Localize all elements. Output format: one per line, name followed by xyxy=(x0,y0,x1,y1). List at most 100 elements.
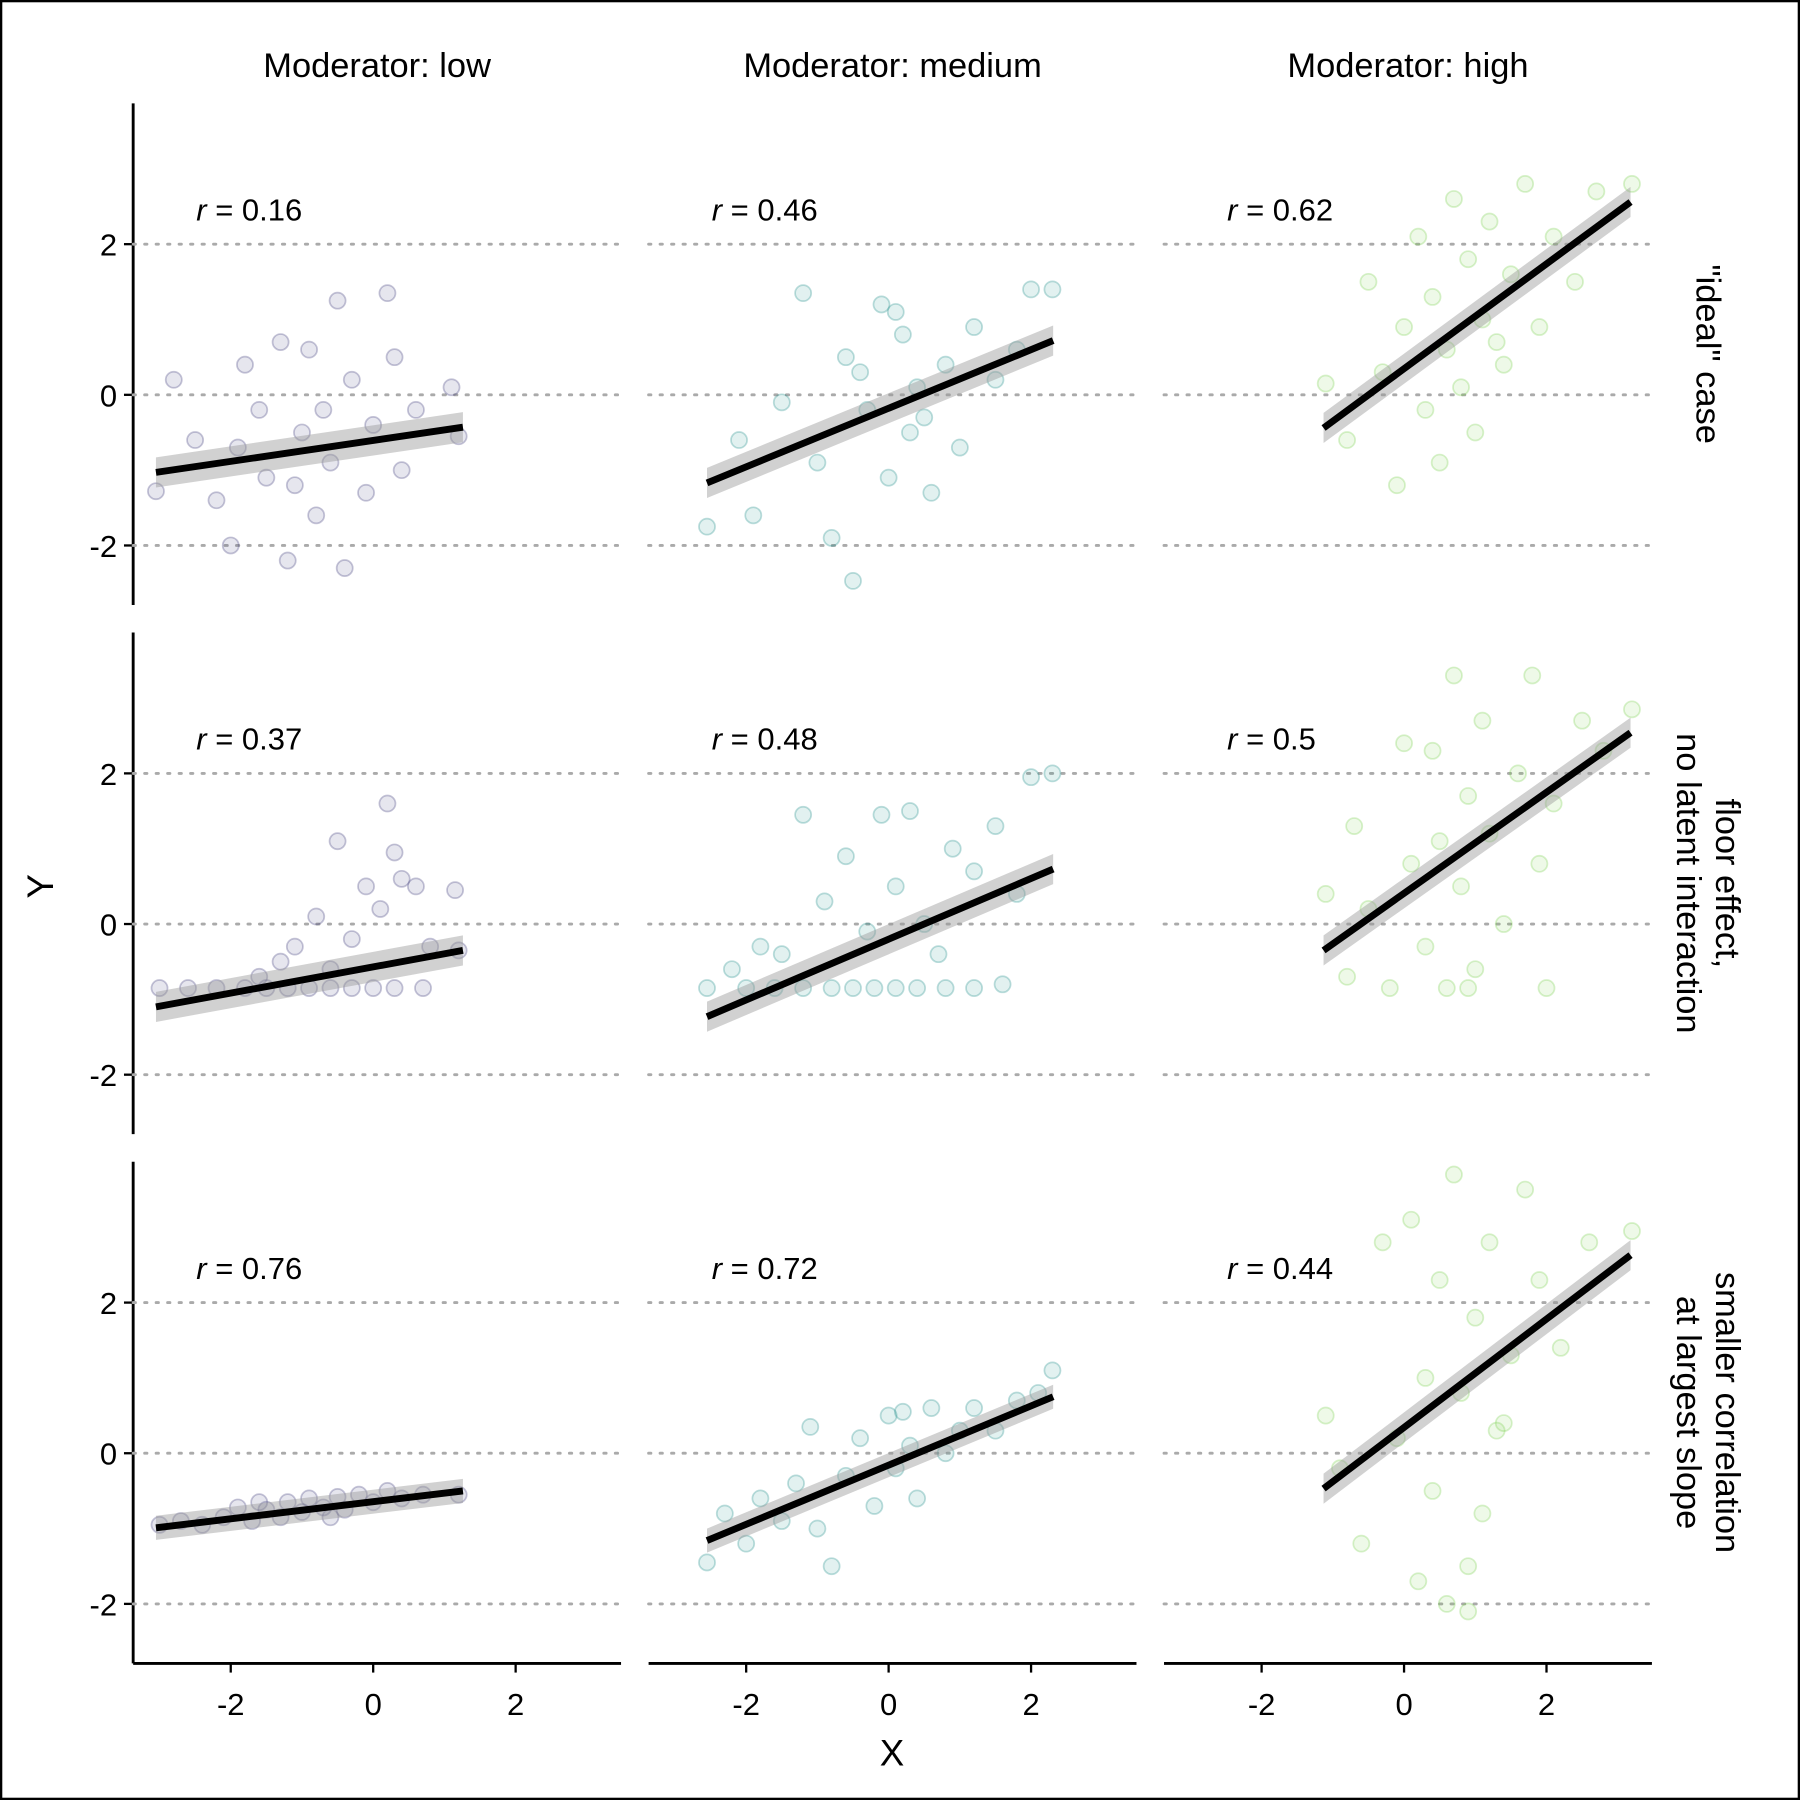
point xyxy=(801,1417,820,1436)
point xyxy=(1395,734,1413,753)
annotation: r = 0.46 xyxy=(712,192,818,227)
annotation-value: = 0.72 xyxy=(722,1251,818,1286)
y-tick-label: 0 xyxy=(100,908,117,943)
point xyxy=(446,881,464,900)
point xyxy=(314,400,333,419)
point xyxy=(772,945,791,964)
x-tick-label: 0 xyxy=(880,1687,897,1722)
point xyxy=(1516,175,1535,193)
point xyxy=(1430,453,1449,472)
point xyxy=(1544,794,1563,813)
point xyxy=(1473,1504,1492,1523)
point xyxy=(1494,915,1513,933)
point xyxy=(300,340,318,359)
point xyxy=(865,979,884,997)
point xyxy=(1316,374,1335,393)
point xyxy=(1487,1421,1506,1440)
point xyxy=(886,303,905,321)
fit-line xyxy=(705,1393,1055,1544)
x-tick-label: -2 xyxy=(217,1687,245,1722)
point xyxy=(822,979,841,997)
x-tick-label: 0 xyxy=(1395,1687,1412,1722)
point xyxy=(698,517,716,536)
x-tick-label: -2 xyxy=(732,1687,760,1722)
point xyxy=(1623,175,1641,193)
point xyxy=(150,979,169,997)
point xyxy=(1551,1338,1570,1357)
point xyxy=(822,1557,841,1576)
annotation-value: = 0.76 xyxy=(207,1251,303,1286)
point xyxy=(943,839,962,858)
point xyxy=(1423,1482,1442,1500)
point xyxy=(164,370,183,389)
point xyxy=(1466,1308,1485,1327)
point xyxy=(1359,272,1378,291)
point xyxy=(1566,272,1584,291)
fit-line xyxy=(155,1487,464,1532)
annotation-value: = 0.37 xyxy=(207,722,303,757)
annotation-value: = 0.5 xyxy=(1237,722,1315,757)
annotation-value: = 0.48 xyxy=(722,722,818,757)
point xyxy=(1494,355,1513,374)
annotation: r = 0.44 xyxy=(1227,1251,1333,1286)
point xyxy=(1416,937,1435,956)
point xyxy=(737,979,756,997)
point xyxy=(1530,318,1549,336)
point xyxy=(886,877,905,896)
panel: r = 0.5 xyxy=(1162,666,1654,1077)
point xyxy=(1530,854,1549,873)
panel: r = 0.16 xyxy=(131,192,623,577)
point xyxy=(385,348,404,367)
point xyxy=(307,907,326,926)
point xyxy=(1316,885,1335,903)
row-label: "ideal" case xyxy=(1689,264,1727,443)
point xyxy=(1445,666,1463,685)
row-label: smaller correlationat largest slope xyxy=(1669,1272,1746,1553)
point xyxy=(730,431,748,449)
annotation: r = 0.5 xyxy=(1227,722,1316,757)
point xyxy=(1388,476,1406,495)
y-tick-label: 2 xyxy=(100,757,117,792)
y-tick-label: 2 xyxy=(100,1286,117,1321)
annotation-symbol: r xyxy=(196,1251,208,1286)
panel: r = 0.37 xyxy=(131,722,623,1077)
point xyxy=(392,869,411,888)
point xyxy=(1380,979,1399,997)
point xyxy=(698,1553,716,1572)
point xyxy=(307,506,326,525)
point xyxy=(328,291,347,310)
annotation: r = 0.37 xyxy=(196,722,302,757)
row-label-line: floor effect, xyxy=(1708,799,1746,969)
point xyxy=(1043,280,1062,299)
point xyxy=(723,960,741,979)
annotation-symbol: r xyxy=(1227,1251,1239,1286)
point xyxy=(908,1489,927,1508)
point xyxy=(1437,979,1456,997)
fit-line xyxy=(705,865,1055,1020)
point xyxy=(1466,423,1485,442)
point xyxy=(965,979,983,997)
y-tick-label: -2 xyxy=(90,1058,118,1093)
point xyxy=(715,1504,734,1523)
point xyxy=(1480,212,1499,231)
x-tick-label: 0 xyxy=(365,1687,382,1722)
row-label-line: "ideal" case xyxy=(1689,264,1727,443)
point xyxy=(965,862,983,881)
point xyxy=(1580,1233,1599,1252)
point xyxy=(407,877,425,896)
point xyxy=(872,295,891,314)
point xyxy=(1623,1222,1641,1240)
y-tick-label: -2 xyxy=(90,529,118,564)
point xyxy=(1430,832,1449,851)
point xyxy=(929,945,948,964)
point xyxy=(915,408,934,427)
point xyxy=(1459,787,1478,805)
point xyxy=(342,979,361,997)
point xyxy=(1501,265,1520,284)
panel: r = 0.76 xyxy=(131,1251,623,1606)
point xyxy=(879,468,898,487)
y-tick-label: 2 xyxy=(100,228,117,263)
point xyxy=(293,423,311,442)
point xyxy=(1487,333,1506,351)
